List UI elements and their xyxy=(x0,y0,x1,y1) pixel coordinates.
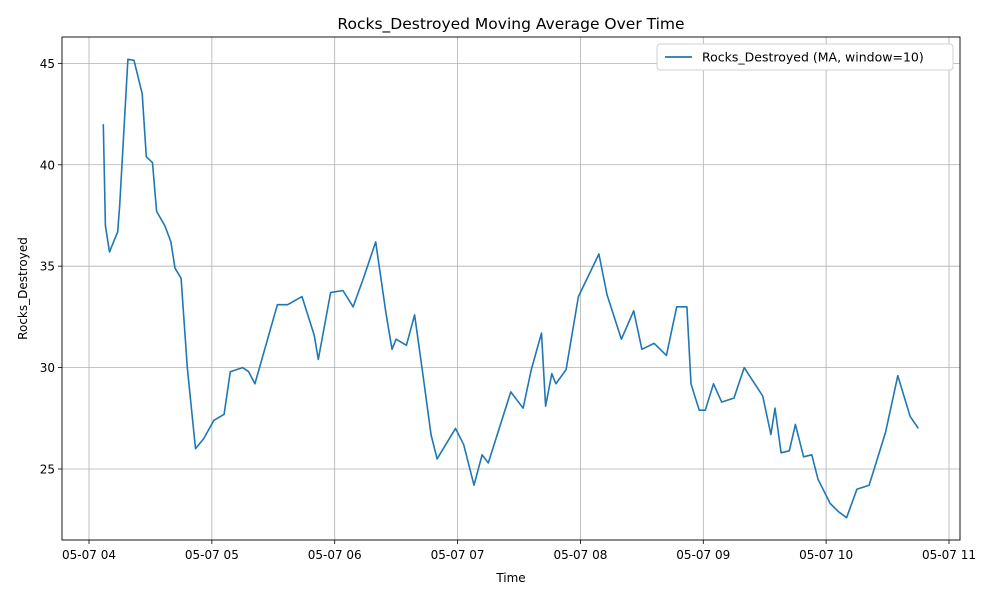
x-tick-label: 05-07 09 xyxy=(676,548,730,562)
x-tick-label: 05-07 08 xyxy=(553,548,607,562)
plot-frame xyxy=(61,36,961,541)
y-tick-label: 45 xyxy=(40,57,55,71)
x-tick-label: 05-07 06 xyxy=(308,548,362,562)
y-tick-label: 40 xyxy=(40,158,55,172)
series-line xyxy=(102,58,919,519)
x-tick-label: 05-07 10 xyxy=(799,548,853,562)
x-tick-label: 05-07 11 xyxy=(922,548,976,562)
x-axis-label: Time xyxy=(495,571,525,585)
x-tick-label: 05-07 07 xyxy=(431,548,485,562)
y-axis-label: Rocks_Destroyed xyxy=(16,237,30,340)
x-tick-label: 05-07 05 xyxy=(185,548,239,562)
y-tick-label: 30 xyxy=(40,361,55,375)
x-tick-label: 05-07 04 xyxy=(62,548,116,562)
grid xyxy=(62,37,960,540)
y-tick-label: 35 xyxy=(40,260,55,274)
y-axis-ticks: 25 30 35 40 45 xyxy=(40,57,62,477)
x-axis-ticks: 05-07 04 05-07 05 05-07 06 05-07 07 05-07 08… xyxy=(62,540,976,562)
legend: Rocks_Destroyed (MA, window=10) xyxy=(656,43,954,71)
legend-entry-label: Rocks_Destroyed (MA, window=10) xyxy=(702,50,924,65)
legend-box xyxy=(656,43,954,71)
chart-title: Rocks_Destroyed Moving Average Over Time xyxy=(337,15,684,34)
series-layer xyxy=(102,58,919,519)
y-tick-label: 25 xyxy=(40,463,55,477)
